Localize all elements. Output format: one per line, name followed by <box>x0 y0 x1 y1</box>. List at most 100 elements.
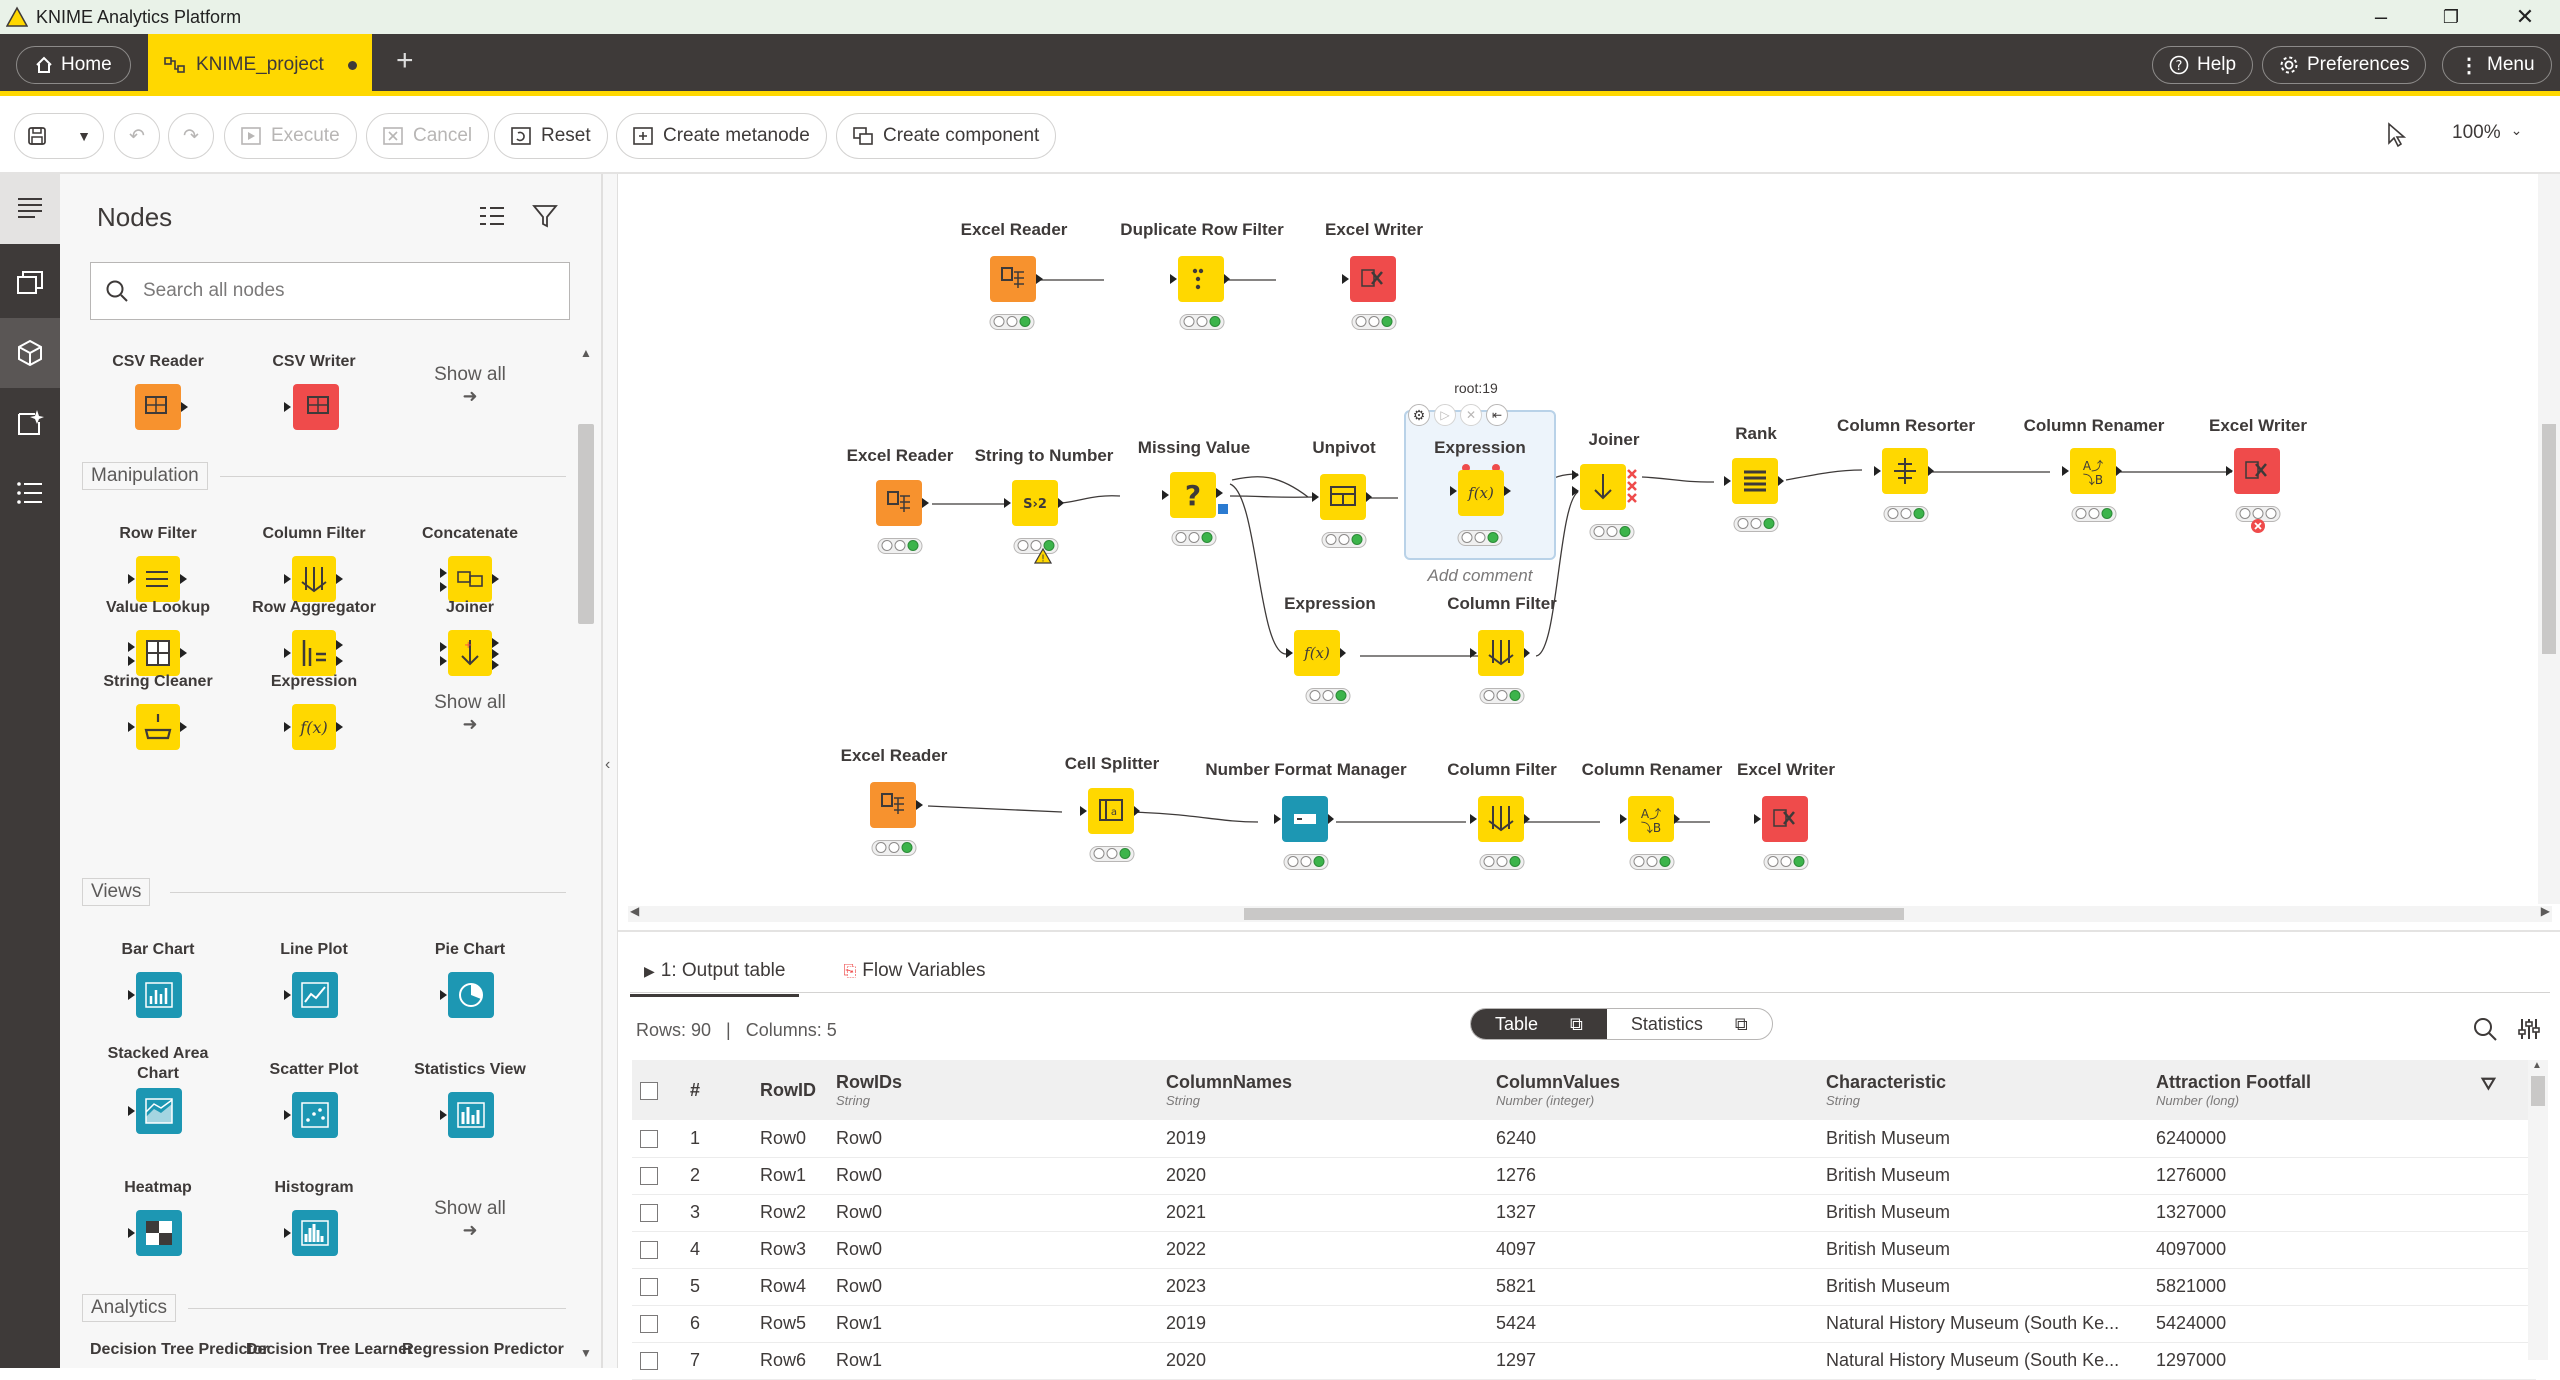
repo-node-expression[interactable]: Expression f(x) <box>246 672 382 754</box>
scroll-right-icon[interactable]: ▶ <box>2540 904 2550 918</box>
joiner-node-icon[interactable] <box>1572 462 1644 518</box>
table-row[interactable]: 7 Row6 Row1 2020 1297 Natural History Museum … <box>632 1342 2536 1380</box>
canvas-horizontal-scrollbar[interactable]: ◀ ▶ <box>628 904 2552 922</box>
row-checkbox[interactable] <box>640 1167 658 1186</box>
reset-button[interactable]: Reset <box>494 113 608 159</box>
add-tab-button[interactable]: + <box>396 44 414 77</box>
show-all-views[interactable]: Show all ➜ <box>402 1198 538 1242</box>
column-filter-node-icon[interactable] <box>1470 628 1530 680</box>
scroll-left-icon[interactable]: ◀ <box>630 904 640 918</box>
repo-node-concatenate[interactable]: Concatenate <box>402 524 538 606</box>
row-checkbox[interactable] <box>640 1204 658 1223</box>
column-filter-node-icon[interactable] <box>1470 794 1530 846</box>
side-nav-space-explorer[interactable] <box>0 248 60 318</box>
string-to-number-icon[interactable]: S›2 <box>1004 478 1064 530</box>
column-header[interactable]: ColumnNames String <box>1158 1060 1488 1120</box>
repo-node-row-filter[interactable]: Row Filter <box>90 524 226 606</box>
table-row[interactable]: 2 Row1 Row0 2020 1276 British Museum 1276000 <box>632 1157 2536 1195</box>
table-settings-icon[interactable] <box>2516 1016 2542 1042</box>
rank-icon[interactable] <box>1724 456 1784 508</box>
column-header[interactable]: Characteristic String <box>1818 1060 2148 1120</box>
preferences-button[interactable]: Preferences <box>2262 46 2427 84</box>
workflow-canvas[interactable]: Excel Reader Duplicate Row Filter Excel … <box>618 174 2560 930</box>
save-button[interactable]: ▼ <box>14 113 104 159</box>
unpivot-icon[interactable] <box>1312 472 1372 524</box>
execute-button[interactable]: Execute <box>224 113 357 159</box>
open-window-icon[interactable]: ⧉ <box>1734 1013 1748 1034</box>
project-tab[interactable]: KNIME_project <box>148 34 372 96</box>
scroll-up-icon[interactable]: ▲ <box>580 346 592 360</box>
column-header[interactable]: RowIDs String <box>828 1060 1158 1120</box>
repo-node-bar-chart[interactable]: Bar Chart <box>90 940 226 1022</box>
repo-node-joiner[interactable]: Joiner + <box>402 598 538 680</box>
table-row[interactable]: 5 Row4 Row0 2023 5821 British Museum 5821000 <box>632 1268 2536 1306</box>
statistics-view-button[interactable]: Statistics ⧉ <box>1607 1009 1772 1039</box>
repo-node-histogram[interactable]: Histogram <box>246 1178 382 1260</box>
row-checkbox[interactable] <box>640 1130 658 1148</box>
table-row[interactable]: 3 Row2 Row0 2021 1327 British Museum 1327000 <box>632 1194 2536 1232</box>
excel-writer-icon[interactable] <box>1342 254 1402 306</box>
repo-node-statistics-view[interactable]: Statistics View <box>402 1060 538 1142</box>
expression-node-icon[interactable]: f(x) <box>1444 464 1516 520</box>
table-row[interactable]: 4 Row3 Row0 2022 4097 British Museum 4097000 <box>632 1231 2536 1269</box>
list-view-icon[interactable] <box>478 204 506 228</box>
column-header[interactable]: Attraction Footfall Number (long) ⛛ <box>2148 1060 2536 1120</box>
scroll-down-icon[interactable]: ▼ <box>580 1346 592 1360</box>
column-header[interactable]: RowID <box>752 1060 828 1120</box>
help-button[interactable]: ? Help <box>2152 46 2254 84</box>
excel-writer-icon[interactable] <box>2226 446 2286 498</box>
missing-value-icon[interactable]: ? <box>1162 470 1236 522</box>
cancel-button[interactable]: Cancel <box>366 113 490 159</box>
repo-node-string-cleaner[interactable]: String Cleaner <box>90 672 226 754</box>
excel-reader-icon[interactable] <box>988 254 1044 306</box>
configure-icon[interactable]: ⚙ <box>1408 404 1430 426</box>
repo-node-decision-tree-predictor[interactable]: Decision Tree Predictor <box>90 1340 269 1360</box>
side-nav-description[interactable] <box>0 174 60 244</box>
number-format-manager-icon[interactable] <box>1274 794 1334 846</box>
repo-node-csv-writer[interactable]: CSV Writer <box>246 352 382 434</box>
row-checkbox[interactable] <box>640 1241 658 1260</box>
column-renamer-icon[interactable]: A⤴⤵B <box>2062 446 2122 498</box>
zoom-select[interactable]: 100% ⌄ <box>2452 122 2522 144</box>
scrollbar-thumb[interactable] <box>2542 424 2556 654</box>
filter-icon[interactable] <box>532 204 558 228</box>
column-header[interactable]: # <box>682 1060 752 1120</box>
home-tab[interactable]: Home <box>16 46 131 84</box>
repo-node-regression-predictor[interactable]: Regression Predictor <box>402 1340 564 1360</box>
open-window-icon[interactable]: ⧉ <box>1570 1013 1583 1034</box>
repo-node-column-filter[interactable]: Column Filter <box>246 524 382 606</box>
scrollbar-thumb[interactable] <box>2531 1076 2545 1106</box>
tab-output-table[interactable]: ▶ 1: Output table <box>630 948 800 997</box>
side-nav-ai-assistant[interactable] <box>0 388 60 458</box>
node-panel-scrollbar[interactable] <box>578 424 594 624</box>
create-component-button[interactable]: Create component <box>836 113 1057 159</box>
restore-button[interactable]: ❐ <box>2442 6 2460 27</box>
search-icon[interactable] <box>2472 1016 2498 1042</box>
side-nav-node-repository[interactable] <box>0 318 60 388</box>
chevron-down-icon[interactable]: ▼ <box>77 128 91 144</box>
view-toggle[interactable]: Table ⧉ Statistics ⧉ <box>1470 1008 1773 1040</box>
excel-reader-icon[interactable] <box>874 478 930 530</box>
cell-splitter-icon[interactable]: a <box>1080 786 1140 838</box>
repo-node-scatter-plot[interactable]: Scatter Plot <box>246 1060 382 1142</box>
repo-node-line-plot[interactable]: Line Plot <box>246 940 382 1022</box>
repo-node-heatmap[interactable]: Heatmap <box>90 1178 226 1260</box>
repo-node-csv-reader[interactable]: CSV Reader <box>90 352 226 434</box>
table-view-button[interactable]: Table ⧉ <box>1471 1009 1607 1039</box>
menu-button[interactable]: ⋮ Menu <box>2442 46 2552 84</box>
panel-splitter[interactable]: ‹ <box>602 174 618 1368</box>
minimize-button[interactable]: – <box>2374 4 2388 29</box>
column-renamer-icon[interactable]: A⤴⤵B <box>1620 794 1680 846</box>
tab-flow-variables[interactable]: ⎘ Flow Variables <box>829 948 999 997</box>
repo-node-stacked-area-chart[interactable]: Stacked Area Chart <box>90 1044 226 1138</box>
row-checkbox[interactable] <box>640 1315 658 1334</box>
show-all-manipulation[interactable]: Show all ➜ <box>402 692 538 736</box>
excel-reader-icon[interactable] <box>868 780 924 832</box>
table-vertical-scrollbar[interactable]: ▲ <box>2528 1060 2548 1360</box>
table-row[interactable]: 1 Row0 Row0 2019 6240 British Museum 6240000 <box>632 1120 2536 1158</box>
add-comment[interactable]: Add comment <box>1427 566 1533 585</box>
filter-icon[interactable]: ⛛ <box>2480 1074 2496 1094</box>
cancel-node-icon[interactable]: ✕ <box>1460 404 1482 426</box>
redo-button[interactable]: ↷ <box>168 113 214 159</box>
repo-node-decision-tree-learner[interactable]: Decision Tree Learner <box>246 1340 413 1360</box>
